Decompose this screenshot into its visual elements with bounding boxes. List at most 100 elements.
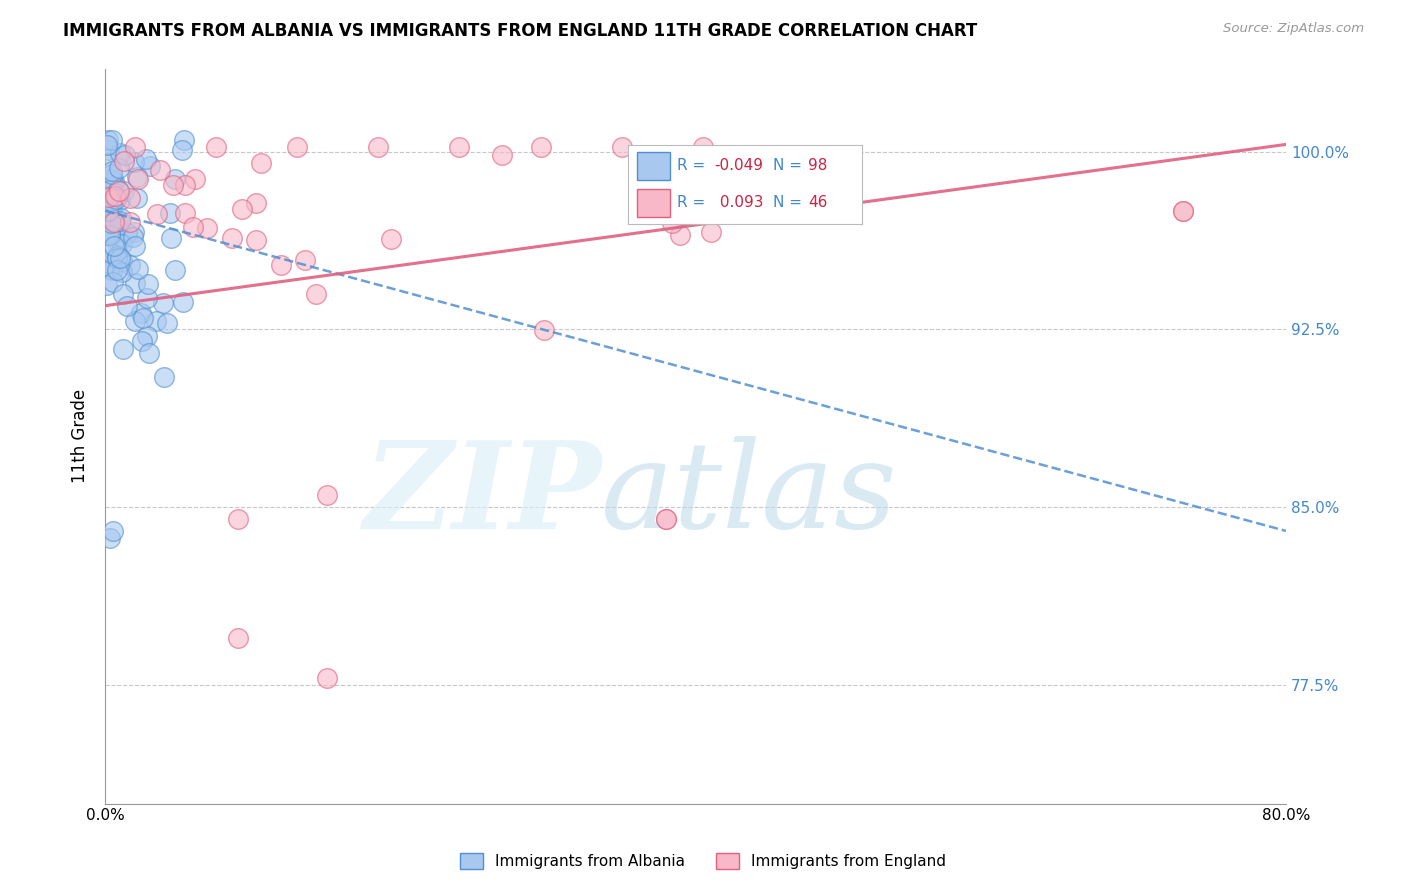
Point [146, 207, 169, 221]
Point [115, 226, 138, 240]
Point [129, 306, 152, 320]
Point [138, 346, 160, 360]
Point [107, 183, 129, 197]
Point [1171, 203, 1194, 218]
Point [100, 167, 122, 181]
Point [136, 291, 159, 305]
Point [97, 227, 120, 242]
Point [101, 171, 124, 186]
Text: R =: R = [678, 195, 710, 211]
Y-axis label: 11th Grade: 11th Grade [72, 389, 89, 483]
Point [96, 177, 118, 191]
Point [101, 524, 124, 538]
Point [172, 143, 194, 157]
Text: R =: R = [678, 158, 710, 173]
Point [125, 191, 148, 205]
Point [103, 219, 125, 234]
Point [124, 239, 146, 253]
Point [173, 133, 195, 147]
Point [245, 234, 267, 248]
Point [226, 512, 249, 526]
Point [533, 323, 555, 337]
Point [149, 162, 172, 177]
Point [117, 299, 139, 313]
Point [97, 203, 120, 218]
Point [174, 206, 197, 220]
Legend: Immigrants from Albania, Immigrants from England: Immigrants from Albania, Immigrants from… [454, 847, 952, 875]
Point [226, 631, 249, 645]
Point [655, 512, 678, 526]
Text: N =: N = [773, 158, 807, 173]
Point [97, 256, 120, 270]
Point [127, 172, 149, 186]
Point [205, 140, 228, 154]
Point [101, 275, 124, 289]
Text: 0.093: 0.093 [714, 195, 763, 211]
Point [122, 226, 145, 240]
Point [100, 183, 122, 197]
Point [100, 202, 122, 217]
Point [125, 169, 148, 184]
Point [111, 265, 134, 279]
Point [315, 488, 337, 502]
Point [285, 140, 308, 154]
Point [110, 193, 132, 207]
Point [135, 329, 157, 343]
Point [138, 277, 160, 291]
Point [367, 140, 389, 154]
Point [181, 220, 204, 235]
Point [160, 231, 183, 245]
Point [139, 159, 162, 173]
Point [97, 133, 120, 147]
Point [111, 237, 134, 252]
Point [270, 258, 292, 272]
Point [661, 216, 683, 230]
Point [105, 251, 128, 265]
Point [249, 156, 271, 170]
Point [491, 148, 513, 162]
Point [245, 196, 267, 211]
Point [122, 230, 145, 244]
Point [305, 286, 328, 301]
Point [153, 369, 176, 384]
Point [111, 342, 134, 356]
Point [174, 178, 197, 192]
Point [103, 215, 125, 229]
Point [105, 249, 128, 263]
Point [110, 254, 132, 268]
Point [97, 190, 120, 204]
Point [124, 276, 146, 290]
Text: IMMIGRANTS FROM ALBANIA VS IMMIGRANTS FROM ENGLAND 11TH GRADE CORRELATION CHART: IMMIGRANTS FROM ALBANIA VS IMMIGRANTS FR… [63, 22, 977, 40]
Text: N =: N = [773, 195, 807, 211]
Point [101, 188, 124, 202]
Point [96, 195, 118, 210]
Point [100, 194, 122, 208]
Point [107, 235, 129, 250]
Point [127, 261, 149, 276]
Point [315, 671, 337, 685]
Point [380, 232, 402, 246]
Point [231, 202, 253, 217]
Point [107, 219, 129, 233]
Point [114, 147, 136, 161]
Text: -0.049: -0.049 [714, 158, 763, 173]
Point [131, 334, 153, 349]
Text: atlas: atlas [602, 436, 898, 554]
Point [108, 251, 131, 265]
Point [98, 227, 121, 242]
Point [101, 194, 124, 209]
Point [197, 221, 219, 235]
Point [163, 263, 186, 277]
Text: 46: 46 [808, 195, 828, 211]
Point [96, 179, 118, 194]
Point [152, 296, 174, 310]
Point [103, 191, 125, 205]
Point [1171, 203, 1194, 218]
Point [96, 187, 118, 202]
Point [294, 252, 316, 267]
Point [124, 314, 146, 328]
Point [103, 174, 125, 188]
Point [669, 228, 692, 243]
Point [110, 145, 132, 160]
FancyBboxPatch shape [637, 152, 671, 180]
